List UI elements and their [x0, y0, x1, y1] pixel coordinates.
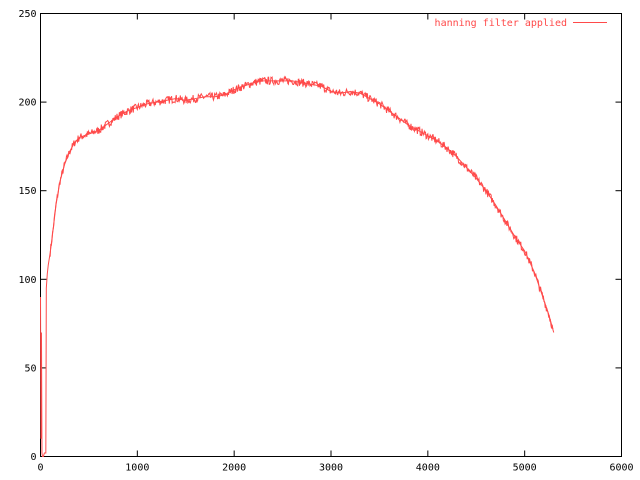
legend: hanning filter applied — [435, 18, 607, 29]
y-tick-label: 200 — [18, 98, 36, 109]
x-tick-label: 1000 — [125, 463, 149, 474]
x-tick-label: 4000 — [416, 463, 440, 474]
axis-ticks: 0 50 100 150 200 250 0 1000 2000 3000 4000 5000 6000 — [18, 9, 633, 474]
y-tick-label: 100 — [18, 275, 36, 286]
legend-label: hanning filter applied — [435, 18, 567, 29]
x-tick-label: 0 — [37, 463, 43, 474]
y-tick-label: 50 — [24, 363, 36, 374]
y-tick-label: 0 — [30, 452, 36, 463]
plot-frame — [40, 13, 622, 457]
x-tick-label: 6000 — [609, 463, 633, 474]
series-noise — [49, 75, 554, 330]
x-tick-label: 3000 — [319, 463, 343, 474]
x-tick-label: 5000 — [513, 463, 537, 474]
series-layer — [40, 75, 555, 457]
y-tick-label: 150 — [18, 186, 36, 197]
y-tick-label: 250 — [18, 9, 36, 20]
x-tick-label: 2000 — [222, 463, 246, 474]
series-line — [40, 80, 555, 457]
